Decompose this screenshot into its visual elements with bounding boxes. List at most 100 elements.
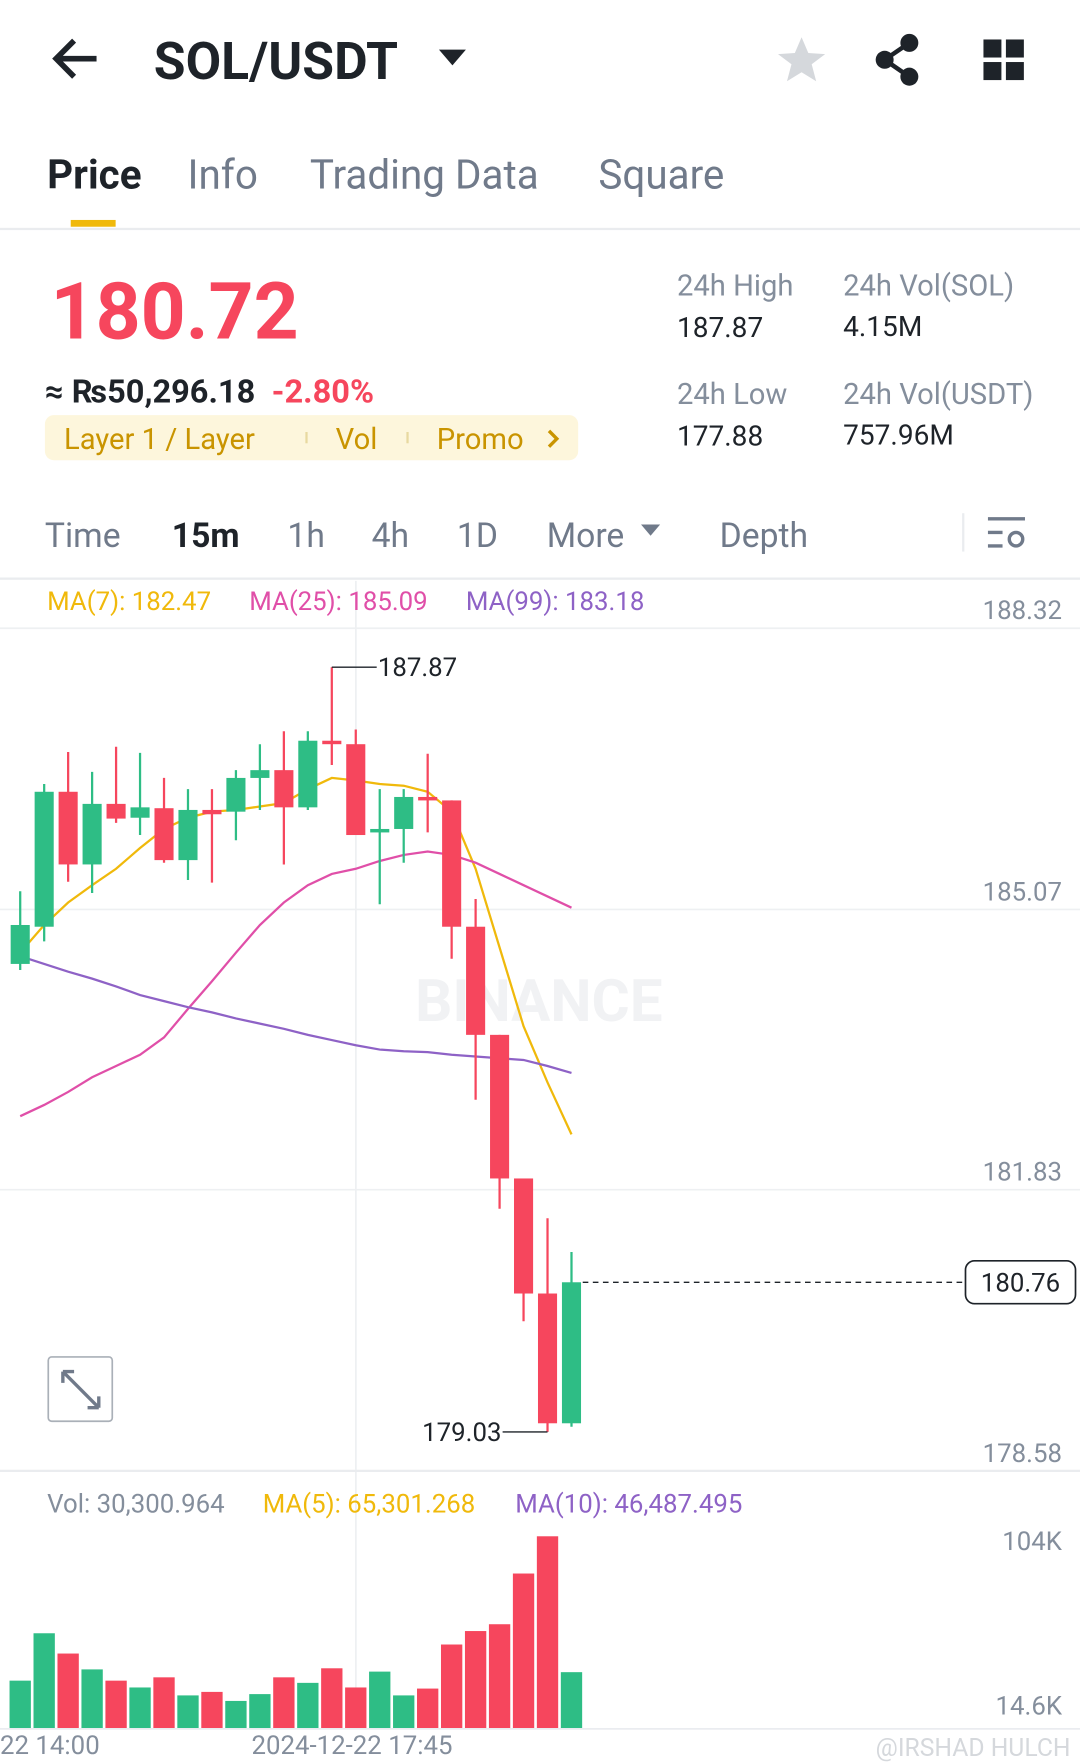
- volume-bar: [417, 1688, 439, 1729]
- tabs: Price Info Trading Data Square: [0, 150, 1080, 231]
- tab-indicator: [70, 219, 116, 227]
- tab[interactable]: Price: [47, 150, 141, 198]
- tag[interactable]: Layer 1 / Layer: [64, 423, 255, 457]
- x-tick-label: 2024-12-22 17:45: [251, 1731, 452, 1761]
- candle-body: [58, 791, 78, 865]
- y-tick-label: 178.58: [983, 1439, 1062, 1469]
- candle-body: [154, 808, 174, 861]
- stat-value: 4.15M: [843, 310, 922, 343]
- stat-value: 757.96M: [843, 418, 954, 451]
- interval[interactable]: 1D: [457, 517, 498, 556]
- volume-bar: [393, 1695, 415, 1729]
- interval[interactable]: 15m: [172, 517, 240, 556]
- y-tick-label: 104K: [1002, 1527, 1062, 1557]
- volume-bar: [321, 1668, 343, 1729]
- candle-body: [10, 924, 30, 964]
- stats: 24h High 187.87 24h Vol(SOL) 4.15M 24h L…: [677, 269, 1034, 452]
- stat-label: 24h Low: [677, 378, 787, 412]
- candle-body: [537, 1293, 558, 1424]
- tag[interactable]: Vol: [336, 423, 378, 457]
- back-button[interactable]: [52, 38, 97, 79]
- volume-bar: [201, 1691, 223, 1729]
- divider: [0, 227, 1080, 231]
- last-price: 180.72: [51, 266, 299, 358]
- volume-bar: [177, 1695, 199, 1729]
- legend-entry: MA(5): 65,301.268: [263, 1490, 476, 1520]
- interval[interactable]: Depth: [720, 517, 808, 556]
- divider: [0, 1469, 1080, 1472]
- volume-bar: [297, 1682, 319, 1729]
- volume-bar: [9, 1680, 31, 1729]
- candle-body: [561, 1282, 582, 1424]
- tag[interactable]: Promo: [437, 423, 524, 457]
- y-tick-label: 181.83: [983, 1158, 1062, 1188]
- candle-body: [250, 770, 270, 778]
- volume-bar: [225, 1700, 247, 1729]
- separator: [962, 513, 965, 552]
- y-tick-label: 188.32: [983, 596, 1062, 626]
- volume-bar: [369, 1671, 391, 1729]
- divider: [0, 577, 1080, 580]
- candle-body: [346, 744, 366, 836]
- tag-background: [44, 415, 579, 461]
- volume-bar: [81, 1669, 103, 1729]
- candle-body: [418, 796, 438, 801]
- ma-line: [19, 850, 572, 1118]
- interval[interactable]: Time: [45, 517, 121, 556]
- volume-bar: [440, 1644, 463, 1729]
- favorite-icon[interactable]: [778, 37, 826, 82]
- stat-label: 24h High: [677, 269, 793, 303]
- separator: [406, 432, 409, 444]
- interval[interactable]: 4h: [372, 517, 409, 556]
- tab[interactable]: Info: [187, 150, 257, 198]
- pair-caret[interactable]: [438, 49, 466, 66]
- interval[interactable]: More: [547, 517, 625, 556]
- volume-bar: [153, 1677, 175, 1729]
- share-icon[interactable]: [875, 33, 919, 86]
- last-price-label: 180.76: [981, 1268, 1060, 1298]
- interval-bar: Time 15m 1h 4h 1D More Depth: [0, 513, 1080, 580]
- top-bar: SOL/USDT: [52, 31, 1024, 92]
- chevron[interactable]: [547, 429, 560, 448]
- candle-body: [442, 800, 462, 927]
- tab[interactable]: Trading Data: [310, 150, 539, 198]
- candle-body: [130, 807, 150, 818]
- volume-bar: [512, 1573, 535, 1729]
- ma-line: [19, 955, 572, 1075]
- volume-bar: [488, 1624, 511, 1729]
- candle-body: [274, 770, 294, 808]
- candle-body: [202, 809, 222, 815]
- ma-line: [19, 776, 573, 1135]
- stat-label: 24h Vol(SOL): [843, 269, 1014, 303]
- stat-label: 24h Vol(USDT): [843, 378, 1033, 412]
- interval[interactable]: 1h: [287, 517, 324, 556]
- volume-bar: [464, 1631, 487, 1729]
- pair-title[interactable]: SOL/USDT: [154, 31, 398, 92]
- volume-title: Vol: 30,300.964: [47, 1490, 224, 1520]
- stat-value: 187.87: [677, 311, 763, 344]
- candle-body: [34, 791, 54, 927]
- candle-body: [514, 1178, 534, 1294]
- candle-body: [370, 828, 390, 833]
- high-label: 187.87: [378, 653, 457, 683]
- expand-button[interactable]: [47, 1356, 114, 1423]
- volume-bar: [560, 1672, 583, 1729]
- separator: [305, 432, 308, 444]
- more-caret[interactable]: [641, 524, 661, 536]
- divider: [0, 1728, 1080, 1730]
- tag-bar: Layer 1 / Layer Vol Promo: [44, 415, 579, 461]
- legend-entry: MA(99): 183.18: [466, 587, 644, 617]
- volume-bar: [33, 1633, 55, 1729]
- tab[interactable]: Square: [598, 150, 724, 198]
- settings-icon[interactable]: [987, 517, 1025, 548]
- candle-body: [490, 1034, 510, 1179]
- legend-entry: MA(7): 182.47: [47, 587, 211, 617]
- volume-bar: [57, 1653, 79, 1729]
- stat-value: 177.88: [677, 419, 763, 452]
- legend-entry: MA(25): 185.09: [249, 587, 427, 617]
- candle-body: [178, 809, 198, 861]
- candle-body: [466, 926, 486, 1035]
- credit: @IRSHAD HULCH: [876, 1734, 1071, 1763]
- menu-icon[interactable]: [983, 39, 1024, 81]
